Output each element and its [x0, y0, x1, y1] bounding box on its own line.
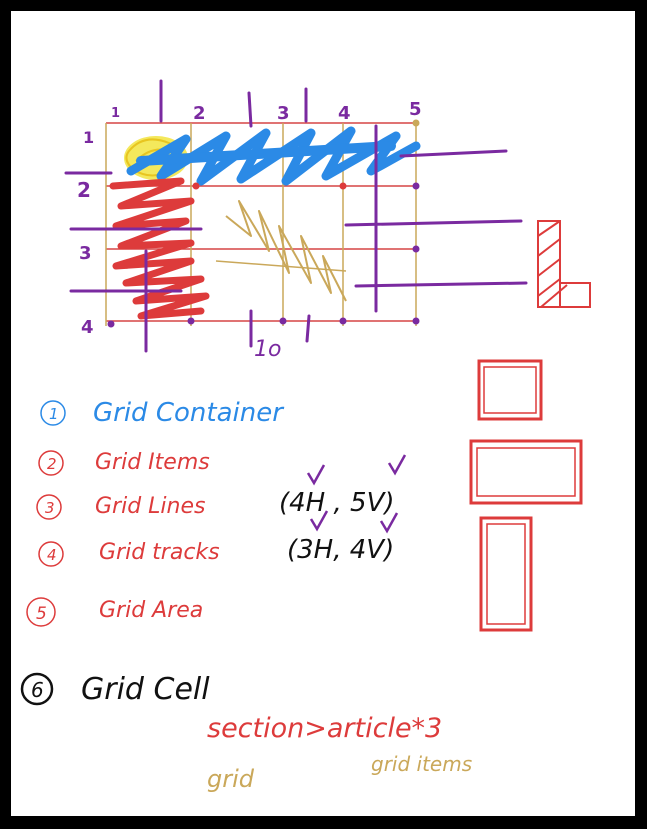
- grid-area-scribble: [215, 200, 347, 302]
- item-shape-wide: [469, 439, 583, 505]
- legend-number: 3: [45, 499, 55, 517]
- column-label: 5: [409, 99, 422, 120]
- column-label: 1: [111, 106, 120, 121]
- legend-item-grid-items: 2 Grid Items: [38, 450, 210, 476]
- check-icon: [309, 510, 329, 532]
- grid-item-shapes: [469, 359, 583, 632]
- whiteboard: 1 2 3 4 5 1 2 3 4 1o 1 Grid Container: [11, 11, 635, 816]
- grid-label: grid: [207, 765, 255, 793]
- legend-number: 4: [47, 546, 57, 564]
- legend-note: (3H, 4V): [287, 535, 394, 565]
- check-icon: [387, 454, 407, 476]
- legend-text: Grid Lines: [95, 494, 205, 519]
- legend-item-grid-lines: 3 Grid Lines (4H , 5V): [36, 454, 407, 520]
- legend-text: Grid Area: [99, 598, 203, 623]
- legend-number: 2: [47, 455, 57, 473]
- legend-number: 1: [49, 405, 59, 423]
- row-label: 4: [81, 317, 94, 338]
- grid-items-scribble: [109, 177, 210, 320]
- sketch-canvas: 1 2 3 4 5 1 2 3 4 1o 1 Grid Container: [20, 79, 591, 793]
- legend-text: Grid Container: [93, 398, 285, 428]
- grid-container-scribble: [126, 126, 421, 186]
- item-shape-tall: [479, 516, 533, 632]
- column-labels: 1 2 3 4 5: [111, 99, 422, 124]
- legend: 1 Grid Container 2 Grid Items 3 Grid Lin…: [20, 398, 407, 707]
- grid-items-label: grid items: [371, 752, 472, 776]
- legend-item-grid-area: 5 Grid Area: [26, 597, 203, 627]
- row-label: 3: [79, 243, 92, 264]
- check-icon: [306, 464, 326, 486]
- grid-track-lines: [64, 79, 528, 353]
- row-labels: 1 2 3 4: [77, 128, 94, 338]
- cell-label: 1o: [254, 337, 281, 362]
- column-label: 2: [193, 103, 206, 124]
- legend-number: 5: [36, 604, 47, 624]
- column-label: 4: [338, 103, 351, 124]
- grid-area-shape: [537, 220, 591, 308]
- column-label: 3: [277, 103, 290, 124]
- emmet-snippet: section>article*3: [207, 713, 442, 744]
- row-label: 2: [77, 178, 91, 202]
- item-shape-square: [477, 359, 543, 421]
- check-icon: [379, 512, 399, 534]
- legend-item-grid-container: 1 Grid Container: [40, 398, 285, 428]
- legend-text: Grid tracks: [99, 540, 220, 565]
- legend-text: Grid Items: [95, 450, 210, 475]
- row-label: 1: [83, 128, 94, 147]
- legend-item-grid-tracks: 4 Grid tracks (3H, 4V): [38, 510, 399, 567]
- legend-item-grid-cell: 6 Grid Cell: [20, 672, 210, 707]
- legend-number: 6: [31, 678, 44, 702]
- legend-text: Grid Cell: [81, 672, 210, 707]
- grid-intersection-dots: [107, 119, 420, 328]
- legend-note: (4H , 5V): [279, 488, 395, 518]
